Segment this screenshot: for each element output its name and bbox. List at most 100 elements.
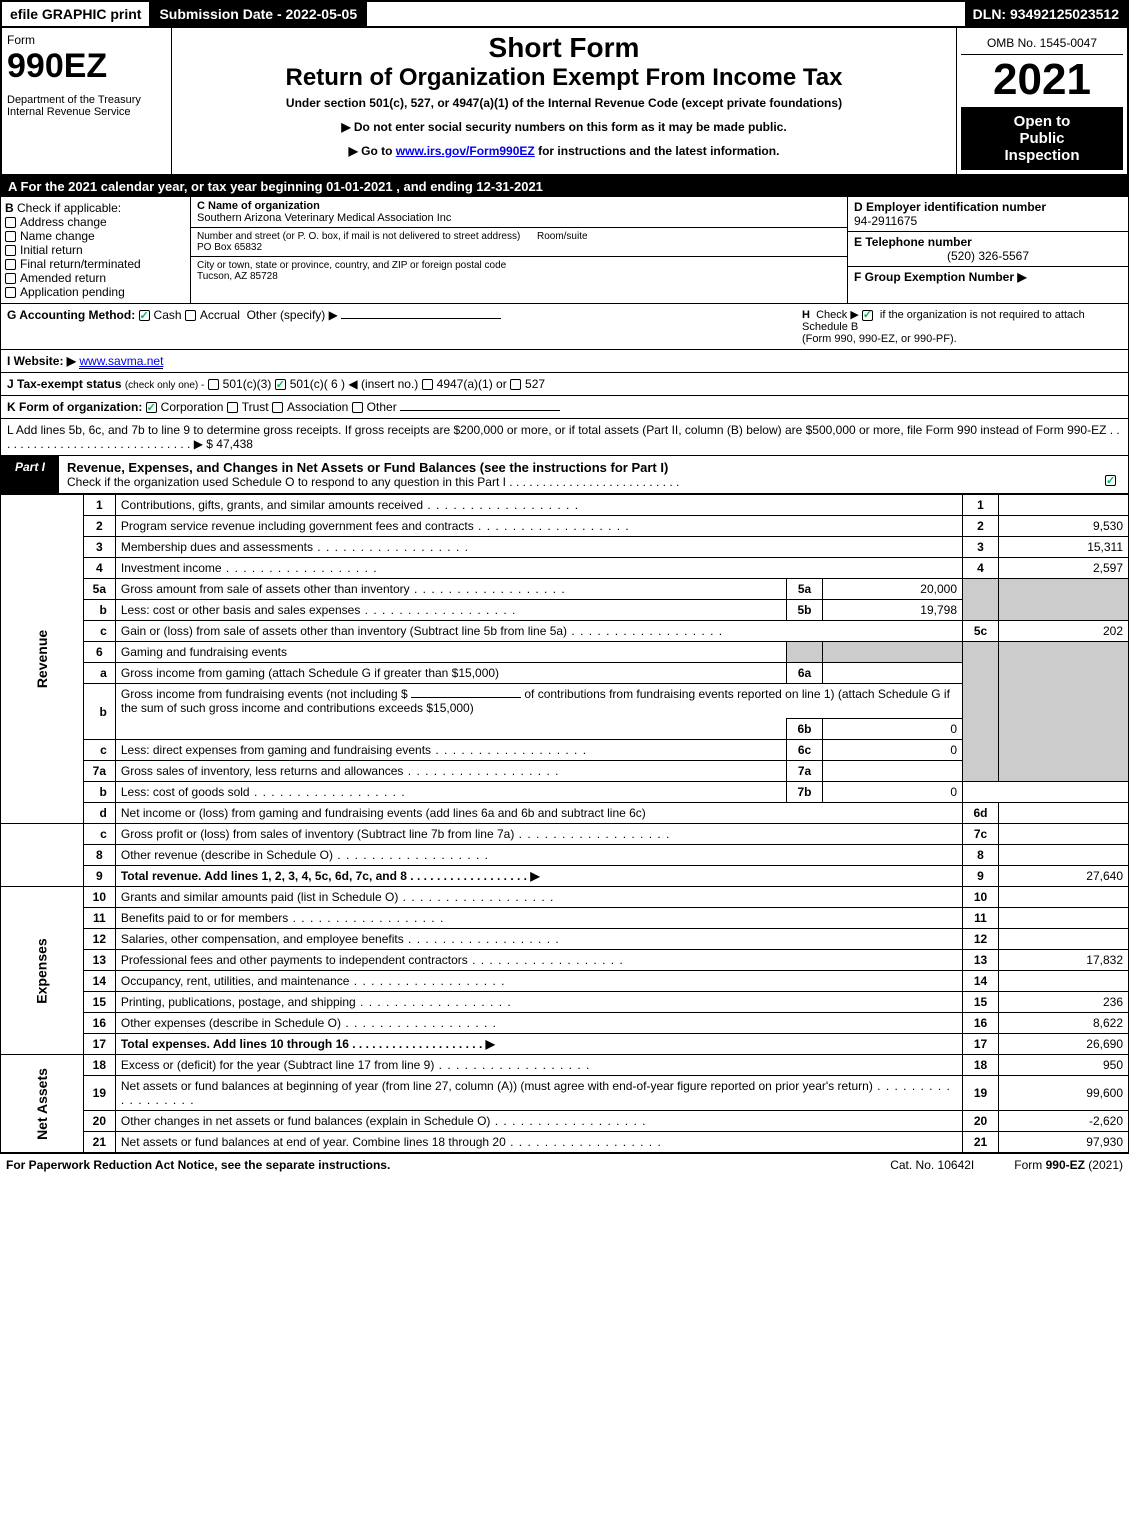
line-num: 9 — [83, 866, 115, 887]
c-street-row: Number and street (or P. O. box, if mail… — [191, 228, 847, 257]
line-num: 7a — [83, 761, 115, 782]
chk-501c[interactable] — [275, 379, 286, 390]
footer-left: For Paperwork Reduction Act Notice, see … — [6, 1158, 850, 1172]
line-rnum: 20 — [963, 1111, 999, 1132]
chk-address-change[interactable] — [5, 217, 16, 228]
table-row: 11 Benefits paid to or for members 11 — [1, 908, 1129, 929]
opt-name-change: Name change — [20, 229, 95, 243]
chk-h[interactable] — [862, 310, 873, 321]
dept-line1: Department of the Treasury — [7, 94, 166, 106]
table-row: c Gain or (loss) from sale of assets oth… — [1, 621, 1129, 642]
org-city: Tucson, AZ 85728 — [197, 271, 278, 282]
chk-name-change[interactable] — [5, 231, 16, 242]
tel-value: (520) 326-5567 — [854, 249, 1122, 263]
line-rnum: 5c — [963, 621, 999, 642]
grey-cell — [787, 642, 823, 663]
k-other-line[interactable] — [400, 410, 560, 411]
part-1-title: Revenue, Expenses, and Changes in Net As… — [59, 456, 1128, 493]
line-rnum: 19 — [963, 1076, 999, 1111]
line-rval: 9,530 — [999, 516, 1129, 537]
line-rnum: 17 — [963, 1034, 999, 1055]
g-cash: Cash — [154, 308, 182, 322]
j-o3: 4947(a)(1) or — [437, 377, 507, 391]
k-o4: Other — [367, 400, 397, 414]
line-desc: Less: cost or other basis and sales expe… — [115, 600, 786, 621]
tel-label: E Telephone number — [854, 235, 972, 249]
chk-trust[interactable] — [227, 402, 238, 413]
line-num: d — [83, 803, 115, 824]
opt-amended-return: Amended return — [20, 271, 106, 285]
top-bar: efile GRAPHIC print Submission Date - 20… — [0, 0, 1129, 28]
line-rnum: 12 — [963, 929, 999, 950]
i-label: I Website: ▶ — [7, 354, 76, 368]
footer-center: Cat. No. 10642I — [890, 1158, 974, 1172]
chk-4947[interactable] — [422, 379, 433, 390]
table-row: 2 Program service revenue including gove… — [1, 516, 1129, 537]
line-rval — [999, 824, 1129, 845]
g-other: Other (specify) ▶ — [247, 308, 338, 322]
chk-501c3[interactable] — [208, 379, 219, 390]
line-rval — [999, 803, 1129, 824]
chk-association[interactable] — [272, 402, 283, 413]
k-o2: Trust — [242, 400, 269, 414]
line-num: 16 — [83, 1013, 115, 1034]
line-rval — [999, 495, 1129, 516]
g-accrual: Accrual — [200, 308, 240, 322]
line-num: a — [83, 663, 115, 684]
table-row: 17 Total expenses. Add lines 10 through … — [1, 1034, 1129, 1055]
chk-other-org[interactable] — [352, 402, 363, 413]
chk-initial-return[interactable] — [5, 245, 16, 256]
part-1-title-text: Revenue, Expenses, and Changes in Net As… — [67, 460, 668, 475]
chk-corporation[interactable] — [146, 402, 157, 413]
g-other-line[interactable] — [341, 318, 501, 319]
chk-application-pending[interactable] — [5, 287, 16, 298]
line-num: 15 — [83, 992, 115, 1013]
website-link[interactable]: www.savma.net — [79, 354, 163, 369]
line-num: 19 — [83, 1076, 115, 1111]
line-rval — [999, 845, 1129, 866]
row-l: L Add lines 5b, 6c, and 7b to line 9 to … — [0, 419, 1129, 456]
table-row: Revenue 1 Contributions, gifts, grants, … — [1, 495, 1129, 516]
line-desc: Gross profit or (loss) from sales of inv… — [115, 824, 962, 845]
group-label: F Group Exemption Number ▶ — [854, 270, 1027, 284]
part-1-sub-text: Check if the organization used Schedule … — [67, 475, 679, 489]
chk-final-return[interactable] — [5, 259, 16, 270]
chk-accrual[interactable] — [185, 310, 196, 321]
inner-val: 0 — [823, 782, 963, 803]
table-row: a Gross income from gaming (attach Sched… — [1, 663, 1129, 684]
dept-line2: Internal Revenue Service — [7, 106, 166, 118]
line-rnum: 2 — [963, 516, 999, 537]
irs-link[interactable]: www.irs.gov/Form990EZ — [396, 144, 535, 158]
revenue-vlabel: Revenue — [1, 495, 84, 824]
inner-num: 5b — [787, 600, 823, 621]
line-rnum: 21 — [963, 1132, 999, 1153]
chk-amended-return[interactable] — [5, 273, 16, 284]
l6b-blank[interactable] — [411, 697, 521, 698]
line-rval: 15,311 — [999, 537, 1129, 558]
line-num: b — [83, 782, 115, 803]
k-o1: Corporation — [161, 400, 224, 414]
section-b: B Check if applicable: Address change Na… — [1, 197, 191, 303]
chk-cash[interactable] — [139, 310, 150, 321]
table-row: 15 Printing, publications, postage, and … — [1, 992, 1129, 1013]
efile-label: efile GRAPHIC print — [2, 2, 151, 26]
table-row: 4 Investment income 4 2,597 — [1, 558, 1129, 579]
line-desc: Contributions, gifts, grants, and simila… — [115, 495, 962, 516]
line-desc: Net income or (loss) from gaming and fun… — [115, 803, 962, 824]
chk-527[interactable] — [510, 379, 521, 390]
opt-application-pending: Application pending — [20, 285, 125, 299]
table-row: 20 Other changes in net assets or fund b… — [1, 1111, 1129, 1132]
line-desc: Gross amount from sale of assets other t… — [115, 579, 786, 600]
line-num: c — [83, 824, 115, 845]
inner-val: 20,000 — [823, 579, 963, 600]
f-group-row: F Group Exemption Number ▶ — [848, 267, 1128, 287]
line-desc-cont — [115, 719, 786, 740]
line-desc: Investment income — [115, 558, 962, 579]
grey-cell — [963, 642, 999, 782]
line-num: b — [83, 600, 115, 621]
line-rnum: 18 — [963, 1055, 999, 1076]
chk-schedule-o[interactable] — [1105, 475, 1116, 486]
inner-val — [823, 761, 963, 782]
line-rnum: 13 — [963, 950, 999, 971]
header-note1: ▶ Do not enter social security numbers o… — [176, 120, 952, 134]
